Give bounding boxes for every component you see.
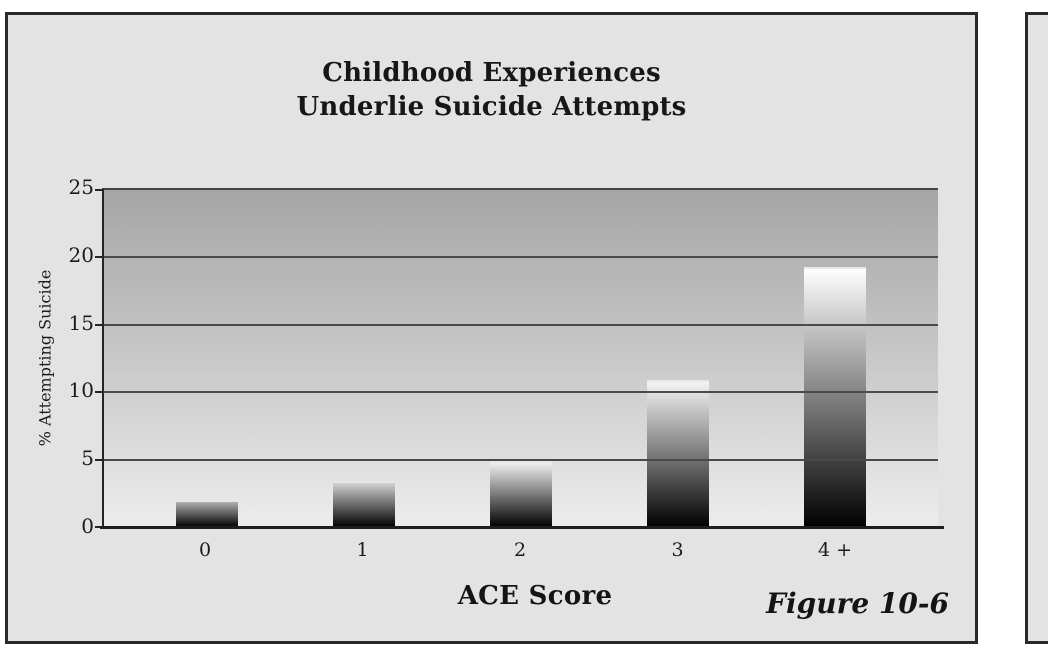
y-axis-tick-25 [95,189,104,191]
bar-ace-3 [647,380,709,527]
x-axis-line [100,526,944,529]
chart-title-line1: Childhood Experiences [322,58,661,88]
gridline-15 [104,323,938,326]
y-tick-label-10: 10 [68,378,94,403]
gridline-5 [104,458,938,461]
y-tick-label-15: 15 [68,310,94,335]
bar-ace-0 [176,500,238,527]
y-tick-label-0: 0 [81,514,94,538]
x-tick-label-3: 3 [671,539,684,561]
y-tick-label-20: 20 [68,242,94,267]
chart-title: Childhood Experiences Underlie Suicide A… [8,56,975,124]
y-axis-tick-labels: 0 5 10 15 20 25 [46,176,94,537]
figure-caption: Figure 10-6 [766,587,949,620]
gridline-20 [104,256,938,259]
x-axis-tick-labels: 0 1 2 3 4 + [102,539,938,561]
bar-ace-2 [490,460,552,527]
y-tick-label-25: 25 [68,175,94,199]
x-tick-label-0: 0 [198,539,212,561]
bar-ace-4+ [804,266,866,527]
chart-title-line2: Underlie Suicide Attempts [296,92,687,122]
x-tick-label-1: 1 [356,539,369,561]
bar-ace-1 [333,481,395,527]
y-axis-tick-15 [95,323,104,326]
y-axis-tick-10 [95,391,104,394]
x-tick-label-4+: 4 + [817,539,853,561]
x-axis-title: ACE Score [457,581,613,611]
bars-row [104,190,938,527]
plot-area [95,188,938,528]
figure-box: Childhood Experiences Underlie Suicide A… [5,12,978,644]
y-axis-tick-20 [95,256,104,259]
adjacent-figure-edge [1025,12,1048,644]
gridline-10 [104,391,938,394]
y-axis-tick-5 [95,458,104,461]
y-axis-tick-0 [95,526,104,528]
y-tick-label-5: 5 [81,446,94,471]
x-tick-label-2: 2 [513,539,527,561]
